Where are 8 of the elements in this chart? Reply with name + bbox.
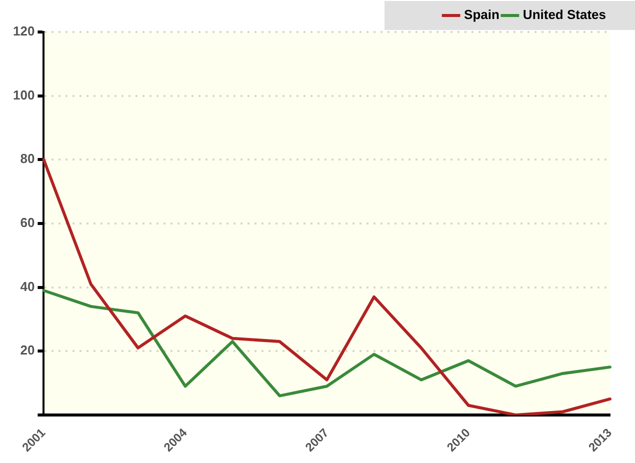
y-tick-label: 80 <box>20 151 35 166</box>
legend-label: United States <box>522 7 606 22</box>
y-tick-label: 60 <box>20 215 35 230</box>
y-tick-label: 20 <box>20 342 35 358</box>
y-tick-label: 120 <box>12 24 35 39</box>
y-tick-label: 100 <box>12 87 35 102</box>
legend-label: Spain <box>464 7 500 22</box>
y-tick-label: 40 <box>20 278 35 294</box>
